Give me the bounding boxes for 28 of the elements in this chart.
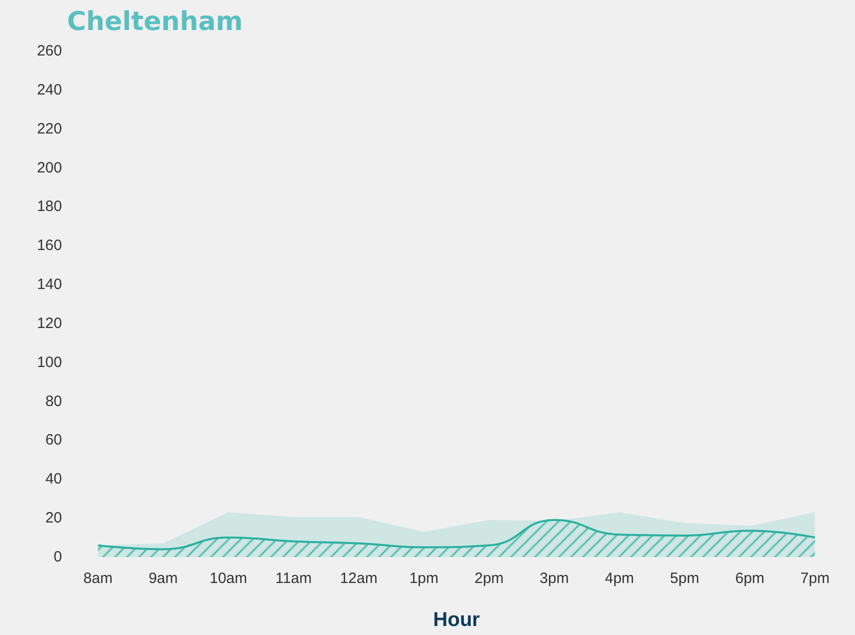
y-tick-label: 40 xyxy=(45,470,62,488)
x-tick-label: 7pm xyxy=(800,570,830,587)
x-tick-label: 3pm xyxy=(540,570,569,587)
x-tick-label: 12am xyxy=(340,570,378,587)
x-tick-label: 4pm xyxy=(604,570,634,587)
y-tick-label: 200 xyxy=(36,159,62,176)
y-tick-label: 160 xyxy=(36,237,62,254)
y-tick-label: 120 xyxy=(36,314,62,332)
y-tick-label: 240 xyxy=(36,81,62,98)
x-tick-label: 2pm xyxy=(474,570,504,587)
y-tick-label: 260 xyxy=(36,42,62,60)
x-tick-label: 5pm xyxy=(670,570,700,587)
x-tick-label: 9am xyxy=(148,570,178,587)
y-tick-label: 20 xyxy=(45,510,62,527)
y-tick-label: 220 xyxy=(36,120,62,138)
y-tick-label: 100 xyxy=(36,354,62,371)
x-tick-label: 8am xyxy=(83,570,113,587)
x-tick-label: 1pm xyxy=(409,570,439,587)
x-axis-title: Hour xyxy=(433,609,480,631)
y-tick-label: 60 xyxy=(45,432,62,449)
chart-title: Cheltenham xyxy=(67,7,243,37)
y-tick-label: 180 xyxy=(36,198,62,216)
y-tick-label: 140 xyxy=(36,276,62,294)
y-tick-label: 0 xyxy=(54,548,62,566)
x-tick-label: 10am xyxy=(210,570,248,587)
x-tick-label: 6pm xyxy=(735,570,764,587)
y-tick-label: 80 xyxy=(45,392,62,410)
x-tick-label: 11am xyxy=(275,570,312,587)
